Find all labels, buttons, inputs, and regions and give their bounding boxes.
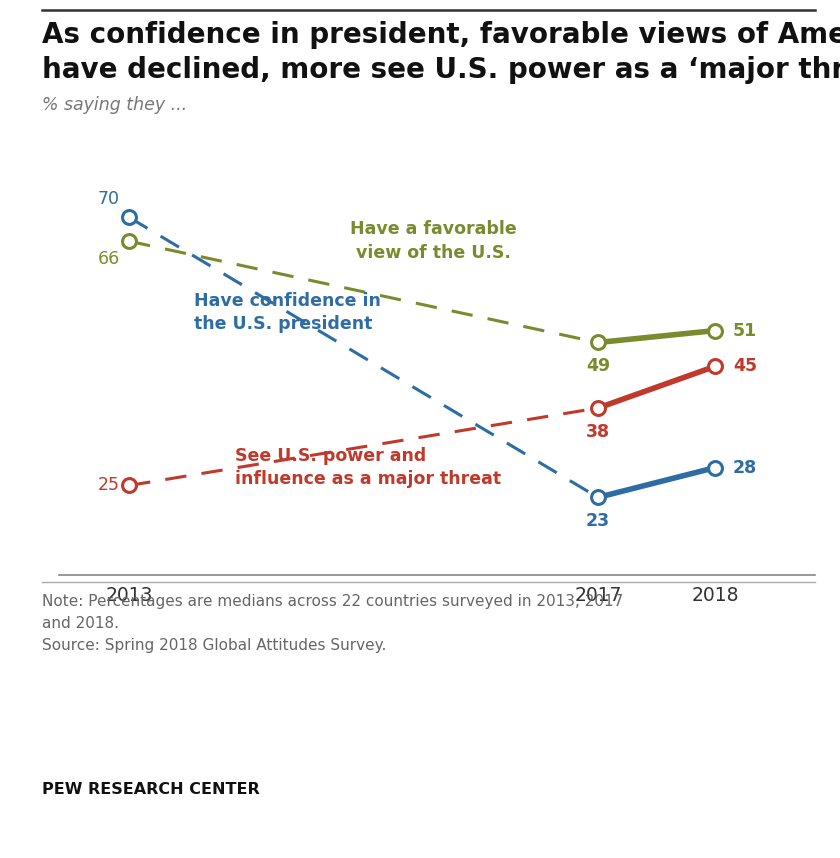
Text: As confidence in president, favorable views of America: As confidence in president, favorable vi… <box>42 21 840 50</box>
Text: 23: 23 <box>586 512 610 530</box>
Text: See U.S. power and
influence as a major threat: See U.S. power and influence as a major … <box>234 447 501 488</box>
Text: 49: 49 <box>586 358 610 376</box>
Text: 28: 28 <box>732 459 757 476</box>
Text: 38: 38 <box>586 423 610 441</box>
Text: % saying they ...: % saying they ... <box>42 96 187 114</box>
Text: Have a favorable
view of the U.S.: Have a favorable view of the U.S. <box>350 221 517 262</box>
Text: 25: 25 <box>97 476 120 494</box>
Text: Have confidence in
the U.S. president: Have confidence in the U.S. president <box>193 292 381 334</box>
Text: 45: 45 <box>732 357 757 375</box>
Text: 51: 51 <box>732 322 757 340</box>
Text: PEW RESEARCH CENTER: PEW RESEARCH CENTER <box>42 782 260 797</box>
Text: 66: 66 <box>97 251 120 269</box>
Text: Note: Percentages are medians across 22 countries surveyed in 2013, 2017
and 201: Note: Percentages are medians across 22 … <box>42 594 623 653</box>
Text: have declined, more see U.S. power as a ‘major threat’: have declined, more see U.S. power as a … <box>42 56 840 84</box>
Text: 70: 70 <box>97 190 120 208</box>
